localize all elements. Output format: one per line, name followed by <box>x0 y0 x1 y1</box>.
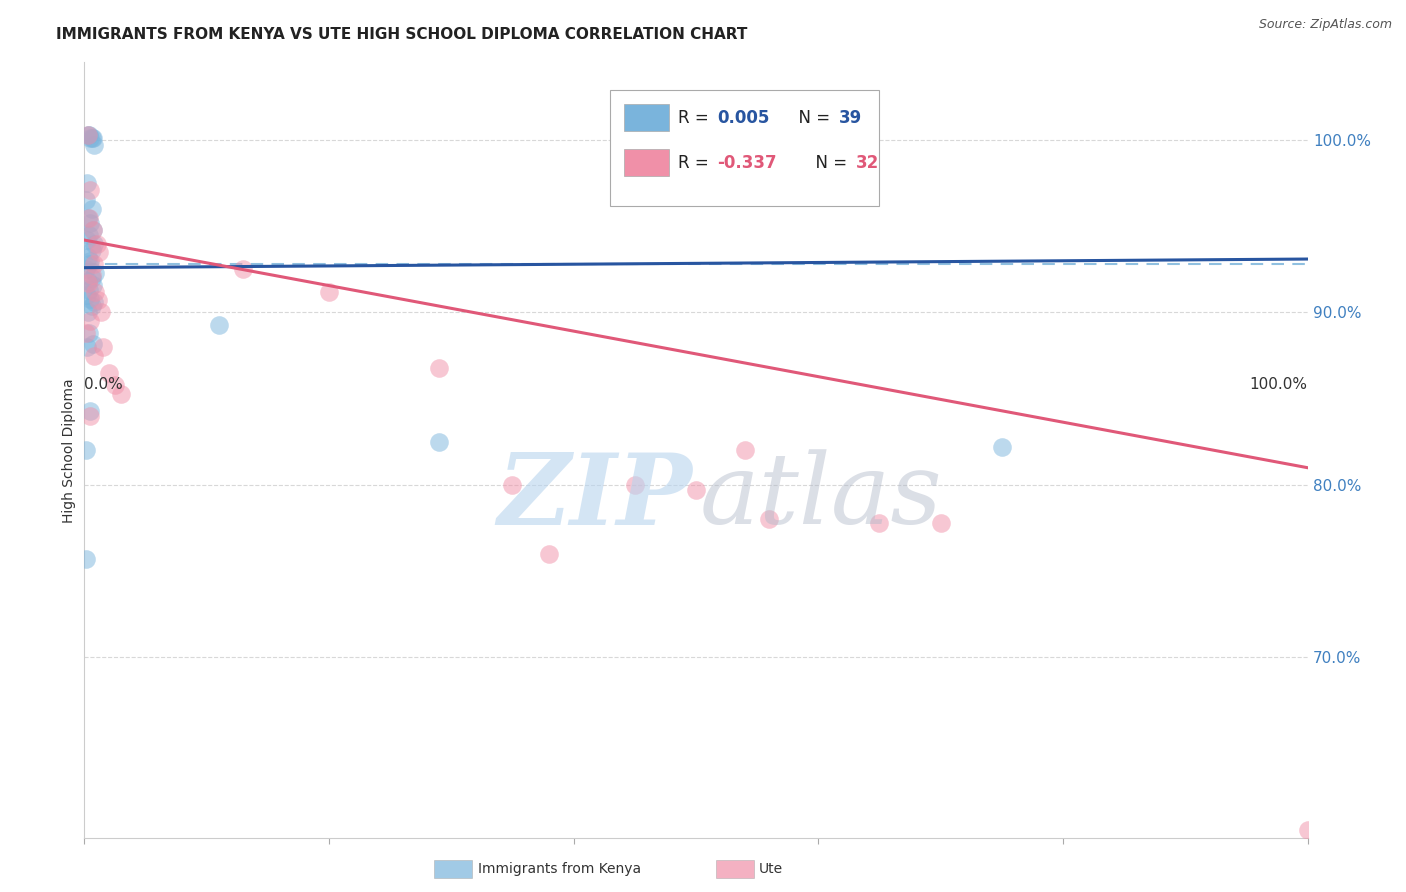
Point <box>869 516 891 530</box>
Point <box>77 283 100 297</box>
Point <box>77 211 100 225</box>
Point <box>758 512 780 526</box>
Point <box>80 268 103 282</box>
Point <box>624 478 647 492</box>
Point <box>83 349 105 363</box>
Point <box>427 360 450 375</box>
Text: atlas: atlas <box>700 450 942 545</box>
Text: Ute: Ute <box>759 862 783 876</box>
Point <box>79 292 101 306</box>
Point <box>538 547 561 561</box>
Point <box>84 285 107 299</box>
Text: N =: N = <box>804 153 852 171</box>
FancyBboxPatch shape <box>624 149 669 176</box>
Point <box>104 378 127 392</box>
Point <box>84 266 107 280</box>
Point <box>82 131 104 145</box>
Point <box>82 277 104 292</box>
Point <box>208 318 231 332</box>
Point <box>79 216 101 230</box>
Point <box>83 138 105 153</box>
Point <box>83 236 105 251</box>
Point <box>80 131 103 145</box>
Point <box>502 478 524 492</box>
Text: 0.0%: 0.0% <box>84 376 124 392</box>
Point <box>83 295 105 310</box>
Text: N =: N = <box>787 109 835 127</box>
Text: 100.0%: 100.0% <box>1250 376 1308 392</box>
Text: 39: 39 <box>839 109 862 127</box>
Point <box>929 516 952 530</box>
Point <box>82 223 104 237</box>
Point <box>232 262 254 277</box>
Point <box>75 326 97 341</box>
Text: -0.337: -0.337 <box>717 153 776 171</box>
Point <box>80 244 103 258</box>
Point <box>1296 822 1319 837</box>
Point <box>76 288 98 302</box>
Point <box>75 262 97 277</box>
Point <box>734 443 756 458</box>
Text: IMMIGRANTS FROM KENYA VS UTE HIGH SCHOOL DIPLOMA CORRELATION CHART: IMMIGRANTS FROM KENYA VS UTE HIGH SCHOOL… <box>56 27 748 42</box>
Point <box>76 233 98 247</box>
Point <box>79 253 101 268</box>
Point <box>91 340 114 354</box>
Text: R =: R = <box>678 109 714 127</box>
Point <box>76 176 98 190</box>
Point <box>77 128 100 142</box>
Text: 0.005: 0.005 <box>717 109 769 127</box>
Point <box>427 434 450 449</box>
Point <box>77 305 100 319</box>
Point <box>79 183 101 197</box>
Point <box>991 440 1014 454</box>
Point <box>79 409 101 423</box>
Point <box>77 326 100 341</box>
Point <box>87 293 110 308</box>
FancyBboxPatch shape <box>610 89 880 206</box>
Point <box>76 340 98 354</box>
Point <box>77 128 100 142</box>
Point <box>82 223 104 237</box>
Point <box>77 128 100 142</box>
Point <box>75 552 97 566</box>
Point <box>77 257 100 271</box>
Text: ZIP: ZIP <box>498 449 692 545</box>
Point <box>77 276 100 290</box>
Point <box>77 227 100 242</box>
FancyBboxPatch shape <box>624 104 669 131</box>
Point <box>318 285 340 299</box>
Point <box>90 305 112 319</box>
Point <box>80 202 103 216</box>
Point <box>82 336 104 351</box>
Point <box>75 443 97 458</box>
Text: Source: ZipAtlas.com: Source: ZipAtlas.com <box>1258 18 1392 31</box>
Point <box>77 275 100 289</box>
Text: Immigrants from Kenya: Immigrants from Kenya <box>478 862 641 876</box>
Point <box>86 236 108 251</box>
Y-axis label: High School Diploma: High School Diploma <box>62 378 76 523</box>
Point <box>77 211 100 225</box>
Point <box>77 250 100 264</box>
Point <box>80 271 103 285</box>
Point <box>79 404 101 418</box>
Point <box>79 314 101 328</box>
Text: 32: 32 <box>856 153 880 171</box>
Text: R =: R = <box>678 153 714 171</box>
Point <box>110 386 132 401</box>
Point <box>83 257 105 271</box>
Point <box>87 245 110 260</box>
Point <box>79 131 101 145</box>
Point <box>97 366 120 380</box>
Point <box>80 299 103 313</box>
Point <box>75 194 97 208</box>
Point <box>685 483 707 497</box>
